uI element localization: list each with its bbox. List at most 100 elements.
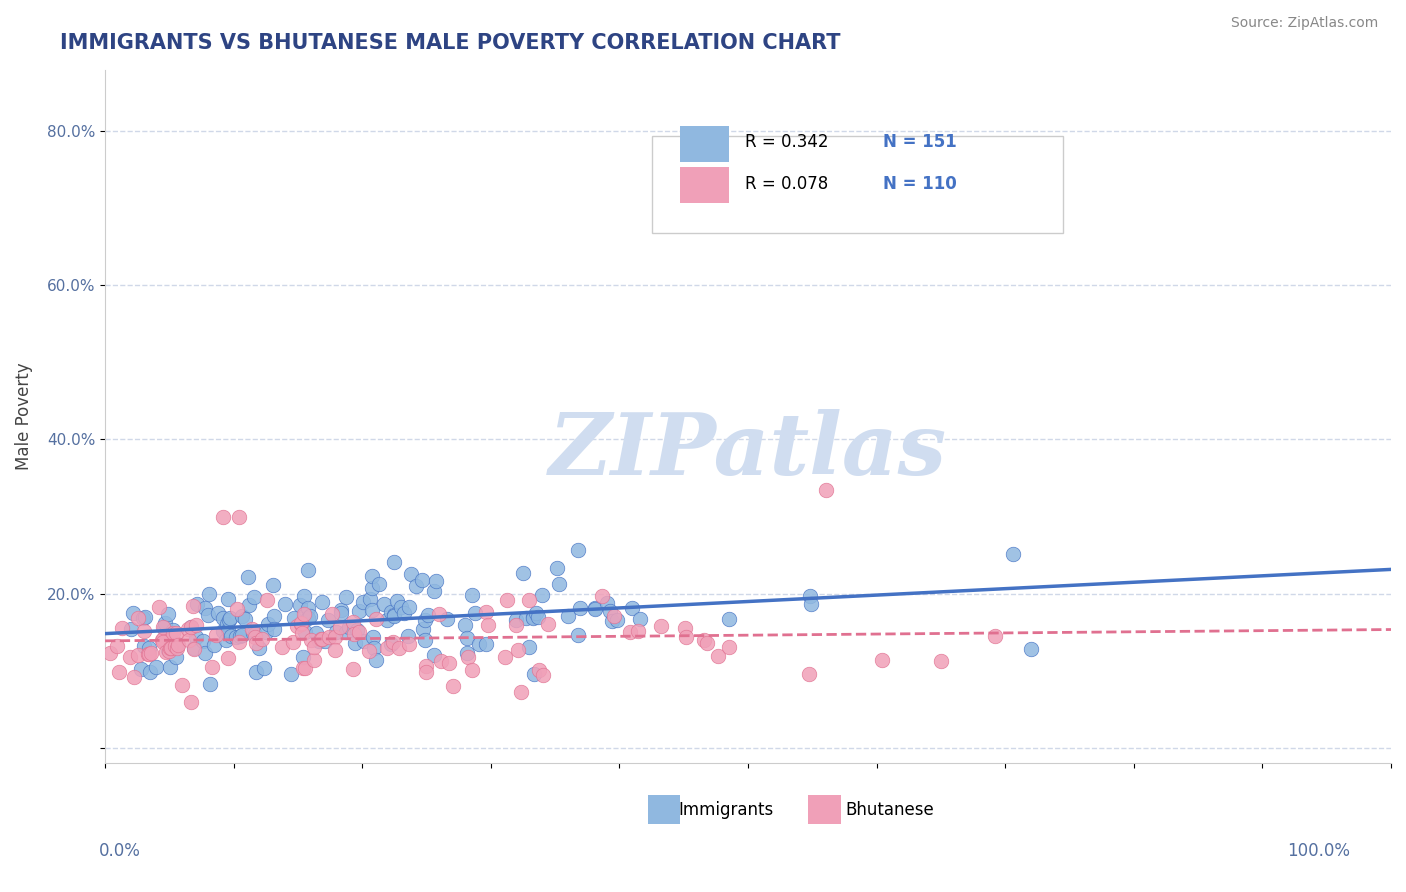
Point	[373, 597, 395, 611]
Point	[162, 624, 184, 638]
Point	[294, 607, 316, 622]
Point	[329, 603, 352, 617]
Point	[343, 626, 366, 640]
Point	[290, 615, 312, 630]
Point	[205, 628, 228, 642]
Point	[382, 608, 405, 623]
Point	[347, 604, 370, 618]
Point	[245, 636, 267, 650]
Point	[382, 635, 405, 649]
Point	[166, 649, 188, 664]
Point	[707, 649, 730, 664]
Point	[531, 588, 554, 602]
Point	[814, 483, 837, 497]
Point	[567, 628, 589, 642]
Point	[595, 597, 617, 611]
Point	[352, 595, 374, 609]
Point	[247, 640, 270, 655]
Point	[412, 622, 434, 636]
Point	[495, 650, 517, 665]
Point	[675, 630, 697, 644]
Bar	[681, 126, 728, 161]
Point	[389, 599, 412, 614]
Point	[285, 618, 308, 632]
Text: 100.0%: 100.0%	[1286, 842, 1350, 860]
Text: IMMIGRANTS VS BHUTANESE MALE POVERTY CORRELATION CHART: IMMIGRANTS VS BHUTANESE MALE POVERTY COR…	[60, 33, 841, 53]
Point	[198, 587, 221, 601]
Point	[363, 640, 385, 655]
Point	[202, 638, 225, 652]
Point	[281, 635, 304, 649]
Text: N = 151: N = 151	[883, 134, 957, 152]
Point	[165, 639, 187, 653]
Point	[177, 622, 200, 636]
Point	[184, 630, 207, 644]
Point	[415, 613, 437, 627]
Point	[292, 589, 315, 603]
Point	[105, 639, 128, 653]
Point	[436, 612, 458, 626]
Point	[166, 641, 188, 656]
Text: Immigrants: Immigrants	[679, 801, 773, 819]
Point	[405, 579, 427, 593]
Point	[226, 602, 249, 616]
Point	[415, 658, 437, 673]
Point	[361, 569, 384, 583]
Point	[583, 602, 606, 616]
Point	[413, 632, 436, 647]
Point	[159, 660, 181, 674]
Point	[441, 679, 464, 693]
Point	[152, 635, 174, 649]
Point	[364, 611, 387, 625]
Point	[288, 598, 311, 612]
Text: Source: ZipAtlas.com: Source: ZipAtlas.com	[1230, 16, 1378, 29]
Point	[460, 589, 482, 603]
Point	[591, 589, 613, 603]
Point	[299, 609, 322, 624]
Point	[122, 670, 145, 684]
Point	[229, 629, 252, 643]
Point	[148, 599, 170, 614]
Bar	[808, 795, 841, 824]
Point	[231, 628, 253, 642]
Point	[108, 665, 131, 679]
Point	[464, 606, 486, 620]
Point	[329, 620, 352, 634]
Point	[217, 623, 239, 637]
Point	[274, 597, 297, 611]
Point	[361, 630, 384, 644]
Point	[138, 640, 160, 655]
Point	[297, 600, 319, 615]
Point	[242, 590, 264, 604]
Point	[257, 616, 280, 631]
Point	[505, 613, 527, 627]
Point	[567, 543, 589, 558]
Point	[526, 609, 548, 624]
Point	[231, 609, 253, 624]
Point	[131, 610, 153, 624]
Point	[207, 607, 229, 621]
Point	[337, 619, 360, 633]
Point	[335, 590, 357, 604]
Point	[717, 640, 740, 655]
Point	[191, 633, 214, 648]
Point	[218, 613, 240, 627]
Point	[515, 611, 537, 625]
Point	[157, 643, 180, 657]
Point	[200, 677, 222, 691]
Point	[799, 589, 821, 603]
Point	[675, 621, 697, 635]
Point	[139, 665, 162, 679]
Point	[233, 612, 256, 626]
Point	[457, 649, 479, 664]
Point	[529, 663, 551, 677]
Point	[127, 611, 149, 625]
Point	[122, 607, 145, 621]
Point	[242, 625, 264, 640]
Point	[537, 616, 560, 631]
Point	[263, 622, 285, 636]
Point	[212, 509, 235, 524]
Point	[557, 609, 579, 624]
Text: R = 0.078: R = 0.078	[745, 175, 828, 193]
Point	[165, 625, 187, 640]
